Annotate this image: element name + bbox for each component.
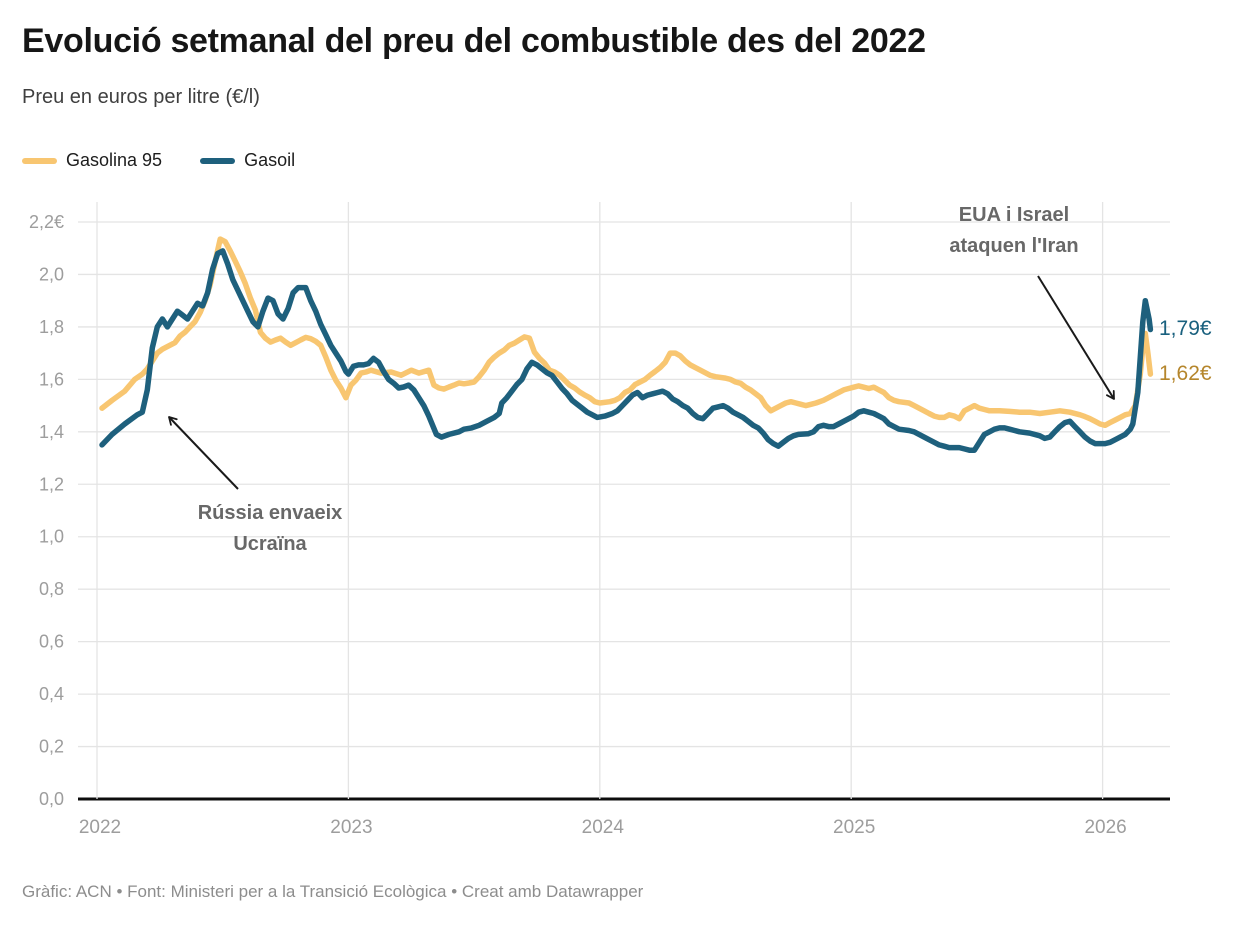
legend-label-gasolina: Gasolina 95: [66, 150, 163, 170]
y-tick-label: 1,6: [39, 369, 64, 389]
y-tick-label: 2,0: [39, 264, 64, 284]
arrow-to-russia-invasion: [168, 416, 239, 490]
y-tick-label: 1,8: [39, 317, 64, 337]
series-line-gasoil[interactable]: [99, 248, 1154, 453]
y-tick-label: 0,6: [39, 632, 64, 652]
x-tick-label: 2025: [833, 817, 875, 838]
chart-footer-credits: Gràfic: ACN • Font: Ministeri per a la T…: [22, 882, 644, 901]
x-tick-label: 2026: [1084, 817, 1126, 838]
annotation-us-israel-attack-iran: EUA i Israel ataquen l'Iran: [894, 200, 1134, 262]
annotation-russia-invades-ukraine: Rússia envaeix Ucraïna: [148, 498, 392, 560]
legend-label-gasoil: Gasoil: [244, 150, 296, 170]
annotation-line: ataquen l'Iran: [949, 235, 1079, 257]
legend-item-gasoil: Gasoil: [200, 150, 295, 171]
gasoil-end-value-label: 1,79€: [1159, 317, 1212, 340]
gasolina-end-value-label: 1,62€: [1159, 362, 1212, 385]
y-tick-label: 0,4: [39, 684, 64, 704]
y-tick-label: 1,0: [39, 527, 64, 547]
annotation-line: EUA i Israel: [958, 204, 1070, 226]
annotation-line: Rússia envaeix: [197, 502, 343, 524]
y-tick-label: 0,0: [39, 789, 64, 809]
gasoil-line-swatch-icon: [200, 157, 236, 164]
y-tick-label: 1,2: [39, 474, 64, 494]
y-tick-label: 0,8: [39, 579, 64, 599]
y-tick-label: 2,2€: [29, 212, 64, 232]
gasolina-line-swatch-icon: [22, 157, 57, 164]
legend-item-gasolina: Gasolina 95: [22, 150, 162, 171]
x-tick-label: 2023: [330, 817, 372, 838]
series-line-gasolina-95[interactable]: [99, 236, 1154, 429]
arrow-to-iran-attack: [1037, 275, 1115, 400]
page-title: Evolució setmanal del preu del combustib…: [22, 22, 926, 60]
chart-subtitle: Preu en euros per litre (€/l): [22, 86, 260, 108]
x-tick-label: 2024: [582, 817, 625, 838]
annotation-line: Ucraïna: [233, 533, 307, 555]
y-tick-label: 0,2: [39, 737, 64, 757]
y-tick-label: 1,4: [39, 422, 64, 442]
x-tick-label: 2022: [79, 817, 121, 838]
legend: Gasolina 95 Gasoil: [22, 150, 295, 171]
